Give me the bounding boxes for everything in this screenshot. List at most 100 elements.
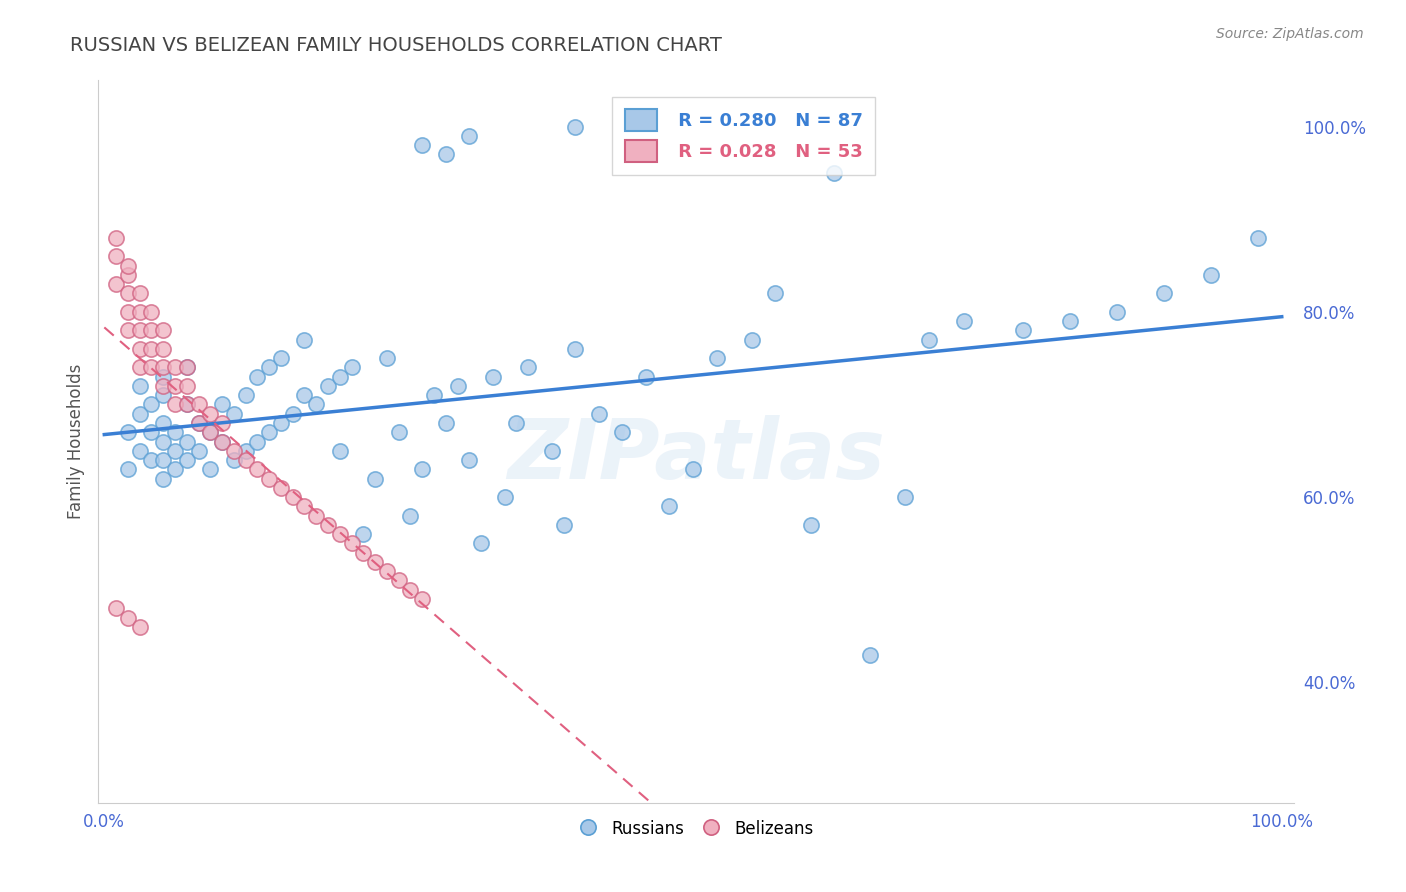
Point [458, 128, 481, 143]
Point [117, 268, 139, 282]
Point [1105, 305, 1128, 319]
Point [564, 120, 586, 134]
Point [612, 425, 634, 440]
Point [141, 360, 163, 375]
Point [352, 527, 374, 541]
Point [859, 648, 882, 662]
Point [375, 351, 398, 366]
Point [117, 323, 139, 337]
Point [152, 416, 174, 430]
Point [257, 472, 280, 486]
Point [553, 517, 575, 532]
Point [505, 416, 527, 430]
Point [117, 462, 139, 476]
Point [270, 351, 292, 366]
Point [434, 147, 457, 161]
Text: Source: ZipAtlas.com: Source: ZipAtlas.com [1216, 27, 1364, 41]
Point [105, 277, 128, 291]
Point [222, 443, 245, 458]
Point [141, 305, 163, 319]
Point [152, 472, 174, 486]
Point [163, 443, 186, 458]
Y-axis label: Family Households: Family Households [66, 364, 84, 519]
Text: ZIPatlas: ZIPatlas [508, 416, 884, 497]
Point [211, 434, 233, 449]
Point [316, 517, 339, 532]
Point [246, 369, 269, 384]
Point [741, 333, 763, 347]
Point [141, 342, 163, 356]
Point [564, 342, 586, 356]
Point [588, 407, 610, 421]
Point [211, 397, 233, 411]
Point [364, 472, 387, 486]
Point [352, 546, 374, 560]
Point [1199, 268, 1222, 282]
Point [128, 286, 150, 301]
Point [411, 462, 433, 476]
Point [176, 397, 198, 411]
Point [294, 333, 316, 347]
Point [105, 231, 128, 245]
Point [340, 360, 363, 375]
Point [152, 360, 174, 375]
Point [658, 500, 681, 514]
Point [128, 620, 150, 634]
Point [117, 610, 139, 624]
Point [765, 286, 787, 301]
Point [706, 351, 728, 366]
Point [163, 425, 186, 440]
Point [152, 434, 174, 449]
Point [176, 360, 198, 375]
Point [117, 305, 139, 319]
Point [388, 574, 411, 588]
Point [200, 462, 222, 476]
Point [128, 379, 150, 393]
Point [163, 462, 186, 476]
Point [152, 379, 174, 393]
Point [458, 453, 481, 467]
Point [800, 517, 823, 532]
Point [388, 425, 411, 440]
Point [211, 416, 233, 430]
Point [105, 601, 128, 615]
Point [540, 443, 562, 458]
Point [117, 286, 139, 301]
Point [128, 443, 150, 458]
Point [434, 416, 457, 430]
Point [246, 462, 269, 476]
Point [329, 527, 352, 541]
Text: RUSSIAN VS BELIZEAN FAMILY HOUSEHOLDS CORRELATION CHART: RUSSIAN VS BELIZEAN FAMILY HOUSEHOLDS CO… [70, 36, 723, 54]
Point [1059, 314, 1081, 328]
Point [128, 323, 150, 337]
Point [281, 407, 304, 421]
Point [494, 490, 516, 504]
Point [163, 360, 186, 375]
Point [257, 360, 280, 375]
Point [128, 360, 150, 375]
Point [305, 397, 328, 411]
Point [294, 388, 316, 402]
Point [246, 434, 269, 449]
Point [894, 490, 917, 504]
Point [187, 416, 209, 430]
Point [411, 138, 433, 153]
Point [682, 462, 704, 476]
Point [141, 323, 163, 337]
Point [200, 407, 222, 421]
Point [211, 434, 233, 449]
Point [423, 388, 446, 402]
Point [1153, 286, 1175, 301]
Point [329, 443, 352, 458]
Point [152, 369, 174, 384]
Point [340, 536, 363, 550]
Point [187, 416, 209, 430]
Point [1247, 231, 1270, 245]
Point [411, 592, 433, 607]
Point [128, 305, 150, 319]
Point [105, 249, 128, 263]
Point [152, 323, 174, 337]
Point [235, 453, 257, 467]
Point [281, 490, 304, 504]
Point [141, 425, 163, 440]
